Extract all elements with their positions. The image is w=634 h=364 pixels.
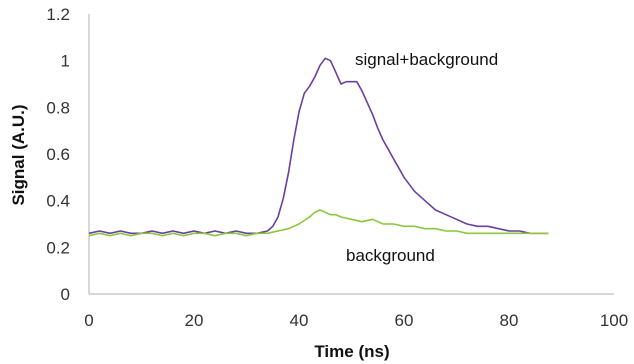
annotation-background: background [346,246,435,265]
x-tick-label: 80 [500,311,519,330]
x-tick-label: 20 [185,311,204,330]
y-tick-label: 0.2 [46,238,70,257]
x-tick-label: 40 [290,311,309,330]
x-tick-label: 100 [600,311,628,330]
background-line [88,209,549,237]
y-tick-label: 0.8 [46,98,70,117]
x-axis-title: Time (ns) [314,342,389,361]
x-tick-labels: 0 20 40 60 80 100 [84,311,628,330]
y-axis-title: Signal (A.U.) [9,104,28,205]
x-tick-label: 60 [395,311,414,330]
y-tick-label: 0.4 [46,192,70,211]
y-tick-label: 1.2 [46,5,70,24]
signal-background-line [88,57,549,235]
y-tick-label: 1 [61,52,70,71]
y-tick-labels: 0 0.2 0.4 0.6 0.8 1 1.2 [46,5,70,304]
annotation-signal-background: signal+background [355,50,498,69]
series-layer [88,57,549,237]
y-tick-label: 0.6 [46,145,70,164]
axes [88,14,614,295]
x-tick-label: 0 [84,311,93,330]
y-tick-label: 0 [61,285,70,304]
